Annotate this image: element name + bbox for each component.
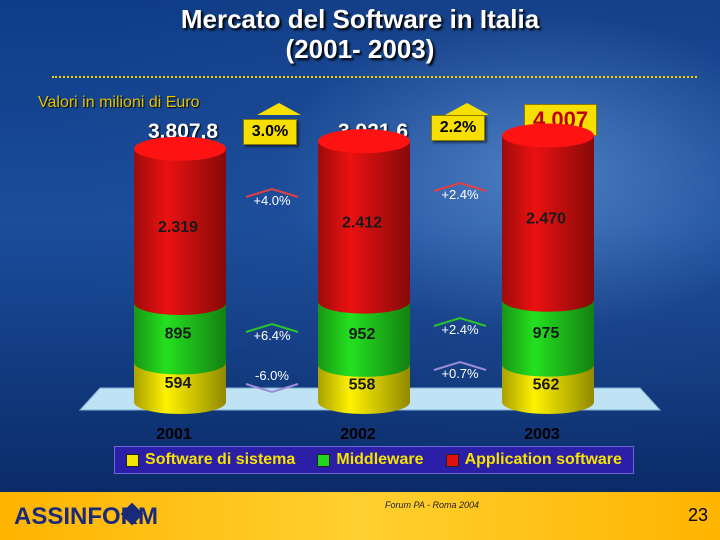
- bar-segment: [134, 148, 226, 315]
- data-label: 558: [349, 376, 376, 393]
- growth-arrow-icon: [445, 103, 489, 115]
- legend-item-system-software: Software di sistema: [126, 451, 295, 469]
- bar-segment: [318, 141, 410, 314]
- data-label: 2.470: [526, 211, 566, 228]
- growth-up-chevron-icon: [433, 360, 487, 371]
- growth-up-chevron-icon: [245, 187, 299, 198]
- bar-top-cap: [318, 129, 410, 154]
- legend-label: Application software: [464, 451, 622, 468]
- legend-swatch-yellow: [126, 453, 140, 467]
- growth-arrow-icon: [257, 103, 301, 115]
- growth-label: +2.4%: [441, 187, 479, 202]
- legend-item-application-software: Application software: [445, 451, 622, 469]
- title-line-1: Mercato del Software in Italia: [180, 4, 540, 34]
- legend-swatch-red: [445, 453, 459, 467]
- title-line-2: (2001- 2003): [285, 34, 435, 64]
- legend-item-middleware: Middleware: [317, 451, 424, 469]
- bar-segment: [502, 135, 594, 312]
- stacked-bar-chart: 594 895 2.319 2001 558 952 2.412 2002 562 975 2.47…: [78, 123, 662, 443]
- chart-legend: Software di sistema Middleware Applicati…: [114, 446, 634, 474]
- growth-2001-2002: 3.0%: [243, 119, 297, 145]
- bar-segment: [134, 362, 226, 414]
- page-number: 23: [687, 505, 708, 525]
- data-label: 975: [533, 325, 560, 342]
- growth-up-chevron-icon: [433, 181, 487, 192]
- data-label: 562: [533, 376, 560, 393]
- growth-label: +4.0%: [253, 193, 291, 208]
- legend-label: Software di sistema: [145, 451, 296, 468]
- bar-segment: [318, 301, 410, 377]
- data-label: 952: [349, 326, 376, 343]
- growth-down-chevron-icon: [245, 383, 299, 394]
- growth-2002-2003: 2.2%: [431, 115, 485, 141]
- data-label: 594: [165, 375, 192, 392]
- slide-title: Mercato del Software in Italia (2001- 20…: [0, 4, 720, 64]
- event-caption: Forum PA - Roma 2004: [385, 500, 480, 510]
- data-label: 2.412: [342, 214, 382, 231]
- growth-label: +0.7%: [441, 366, 479, 381]
- growth-label: -6.0%: [255, 368, 289, 383]
- units-subtitle: Valori in milioni di Euro: [38, 94, 200, 111]
- bar-segment: [134, 302, 226, 375]
- x-tick-label: 2001: [156, 426, 192, 443]
- bar-top-cap: [502, 123, 594, 148]
- bar-segment: [318, 364, 410, 414]
- growth-label: +2.4%: [441, 322, 479, 337]
- slide-footer: ASSINFORM Forum PA - Roma 2004 23: [0, 492, 720, 540]
- bar-top-cap: [134, 136, 226, 161]
- legend-swatch-green: [317, 453, 331, 467]
- total-2001: 3.807,8: [148, 120, 219, 143]
- growth-up-chevron-icon: [245, 322, 299, 333]
- data-label: 2.319: [158, 219, 198, 236]
- bar-segment: [502, 299, 594, 377]
- data-label: 895: [165, 326, 192, 343]
- x-tick-label: 2003: [524, 426, 560, 443]
- title-separator: [52, 76, 697, 78]
- bar-segment: [502, 364, 594, 414]
- x-tick-label: 2002: [340, 426, 376, 443]
- growth-up-chevron-icon: [433, 316, 487, 327]
- legend-label: Middleware: [336, 451, 424, 468]
- growth-label: +6.4%: [253, 328, 291, 343]
